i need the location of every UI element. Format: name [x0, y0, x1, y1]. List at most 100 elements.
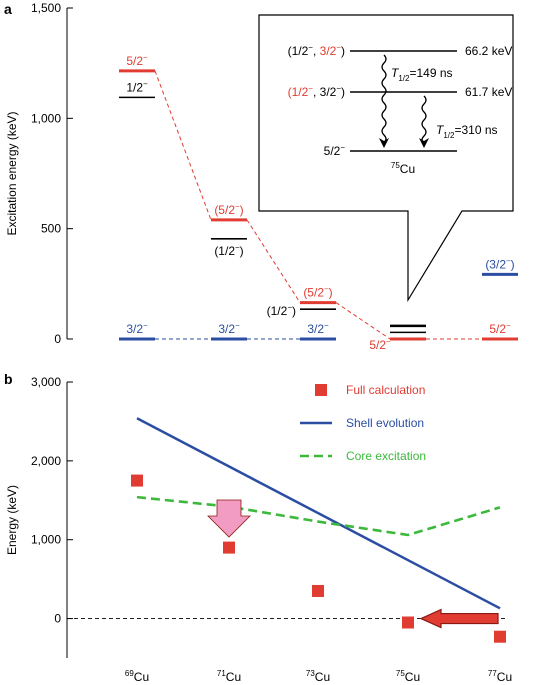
- superscript-minus: −: [235, 243, 240, 252]
- element-symbol: Cu: [400, 162, 415, 176]
- halflife-value: =310 ns: [454, 123, 497, 137]
- level-label-1-2: (1/2−): [267, 303, 296, 318]
- x-tick-label: 77Cu: [488, 669, 512, 684]
- arrow-head-icon: [419, 138, 429, 148]
- level-label-close: ): [240, 244, 244, 258]
- y-tick-label-a: 1,000: [31, 111, 61, 125]
- superscript-minus: −: [336, 43, 341, 52]
- t-subscript: 1/2: [443, 131, 455, 140]
- superscript-minus: −: [506, 256, 511, 265]
- full-calculation-point: [312, 584, 324, 597]
- inset-energy-62: 61.7 keV: [465, 85, 512, 99]
- level-label-text: (1/2: [214, 244, 235, 258]
- level-label-text: 3/2: [126, 322, 143, 336]
- y-tick-label-a: 500: [41, 222, 61, 236]
- level-label-text: (3/2: [485, 257, 506, 271]
- mass-number: 75: [391, 161, 400, 170]
- down-arrow-icon: [207, 499, 251, 538]
- superscript-minus: −: [235, 321, 240, 330]
- panel-label-a: a: [4, 1, 12, 17]
- y-tick-label-b: 1,000: [31, 533, 61, 547]
- level-label-text: 5/2: [369, 338, 386, 352]
- level-label-text: 3/2: [307, 322, 324, 336]
- x-tick-label: 71Cu: [217, 669, 241, 684]
- inset-halflife-149: T1/2=149 ns: [391, 66, 453, 83]
- inset-energy-66: 66.2 keV: [465, 44, 512, 58]
- y-tick-label-b: 3,000: [31, 375, 61, 389]
- spin-red: 3/2: [320, 44, 337, 58]
- superscript-minus: −: [336, 84, 341, 93]
- level-label-1-2: 1/2−: [126, 79, 148, 94]
- left-arrow-icon: [419, 608, 499, 629]
- level-label-3-2: (3/2−): [485, 256, 514, 271]
- level-label-close: ): [511, 257, 515, 271]
- full-calculation-point: [131, 474, 143, 487]
- legend-label: Shell evolution: [346, 416, 424, 430]
- panel-a: a 1,500 1,000 500 0 Excitation energy (keV) 5/…: [4, 1, 518, 352]
- mass-number: 75: [396, 669, 405, 678]
- spin-text: 5/2: [324, 144, 341, 158]
- superscript-minus: −: [506, 321, 511, 330]
- full-calculation-point: [402, 616, 414, 629]
- mass-number: 71: [217, 669, 226, 678]
- connector-5-2: [154, 70, 212, 221]
- comma: ,: [313, 85, 320, 99]
- level-label-5-2: 5/2−: [489, 321, 511, 336]
- level-label-text: (5/2: [303, 286, 324, 300]
- core-excitation-line: [136, 495, 501, 537]
- inset-halflife-310: T1/2=310 ns: [436, 123, 498, 140]
- full-calculation-point: [223, 541, 235, 554]
- level-label-text: (1/2: [267, 304, 288, 318]
- level-label-close: ): [292, 304, 296, 318]
- element-symbol: Cu: [405, 670, 420, 684]
- level-label-close: ): [240, 203, 244, 217]
- mass-number: 69: [125, 669, 134, 678]
- y-tick-label-b: 0: [54, 612, 61, 626]
- spin-black: 3/2: [320, 85, 337, 99]
- superscript-minus: −: [340, 143, 345, 152]
- inset-spin-label: (1/2−, 3/2−): [288, 43, 345, 58]
- level-label-3-2: 3/2−: [307, 321, 329, 336]
- inset-callout: [258, 14, 514, 303]
- mass-number: 77: [488, 669, 497, 678]
- superscript-minus: −: [287, 303, 292, 312]
- inset-ground-label: 5/2−: [324, 143, 346, 158]
- inset-spin-label: (1/2−, 3/2−): [288, 84, 345, 99]
- legend-label: Full calculation: [346, 383, 425, 397]
- panel-label-b: b: [4, 371, 13, 387]
- y-tick-label-a: 1,500: [31, 1, 61, 15]
- level-label-3-2: 3/2−: [126, 321, 148, 336]
- inset-nucleus-label: 75Cu: [391, 161, 415, 176]
- level-label-5-2: 5/2−: [126, 53, 148, 68]
- close-paren: ): [341, 85, 345, 99]
- element-symbol: Cu: [226, 670, 241, 684]
- inset-transition-149: [381, 54, 387, 144]
- superscript-minus: −: [386, 337, 391, 346]
- spin-black: (1/2: [288, 44, 309, 58]
- level-label-text: 5/2: [126, 54, 143, 68]
- superscript-minus: −: [143, 79, 148, 88]
- level-label-text: 3/2: [218, 322, 235, 336]
- mass-number: 73: [306, 669, 315, 678]
- y-tick-label-a: 0: [54, 332, 61, 346]
- shell-evolution-line: [136, 417, 501, 610]
- legend-label: Core excitation: [346, 449, 426, 463]
- close-paren: ): [341, 44, 345, 58]
- spin-red: (1/2: [288, 85, 309, 99]
- level-label-1-2: (1/2−): [214, 243, 243, 258]
- halflife-value: =149 ns: [409, 66, 452, 80]
- superscript-minus: −: [143, 321, 148, 330]
- level-label-text: 5/2: [489, 322, 506, 336]
- level-label-3-2: 3/2−: [218, 321, 240, 336]
- x-tick-label: 73Cu: [306, 669, 330, 684]
- level-label-5-2: (5/2−): [214, 202, 243, 217]
- legend-marker-square: [315, 384, 327, 396]
- t-subscript: 1/2: [398, 74, 410, 83]
- level-label-5-2: 5/2−: [369, 337, 391, 352]
- level-label-text: 1/2: [126, 80, 143, 94]
- connector-5-2: [335, 302, 391, 340]
- t-symbol: T: [391, 66, 400, 80]
- level-label-5-2: (5/2−): [303, 285, 332, 300]
